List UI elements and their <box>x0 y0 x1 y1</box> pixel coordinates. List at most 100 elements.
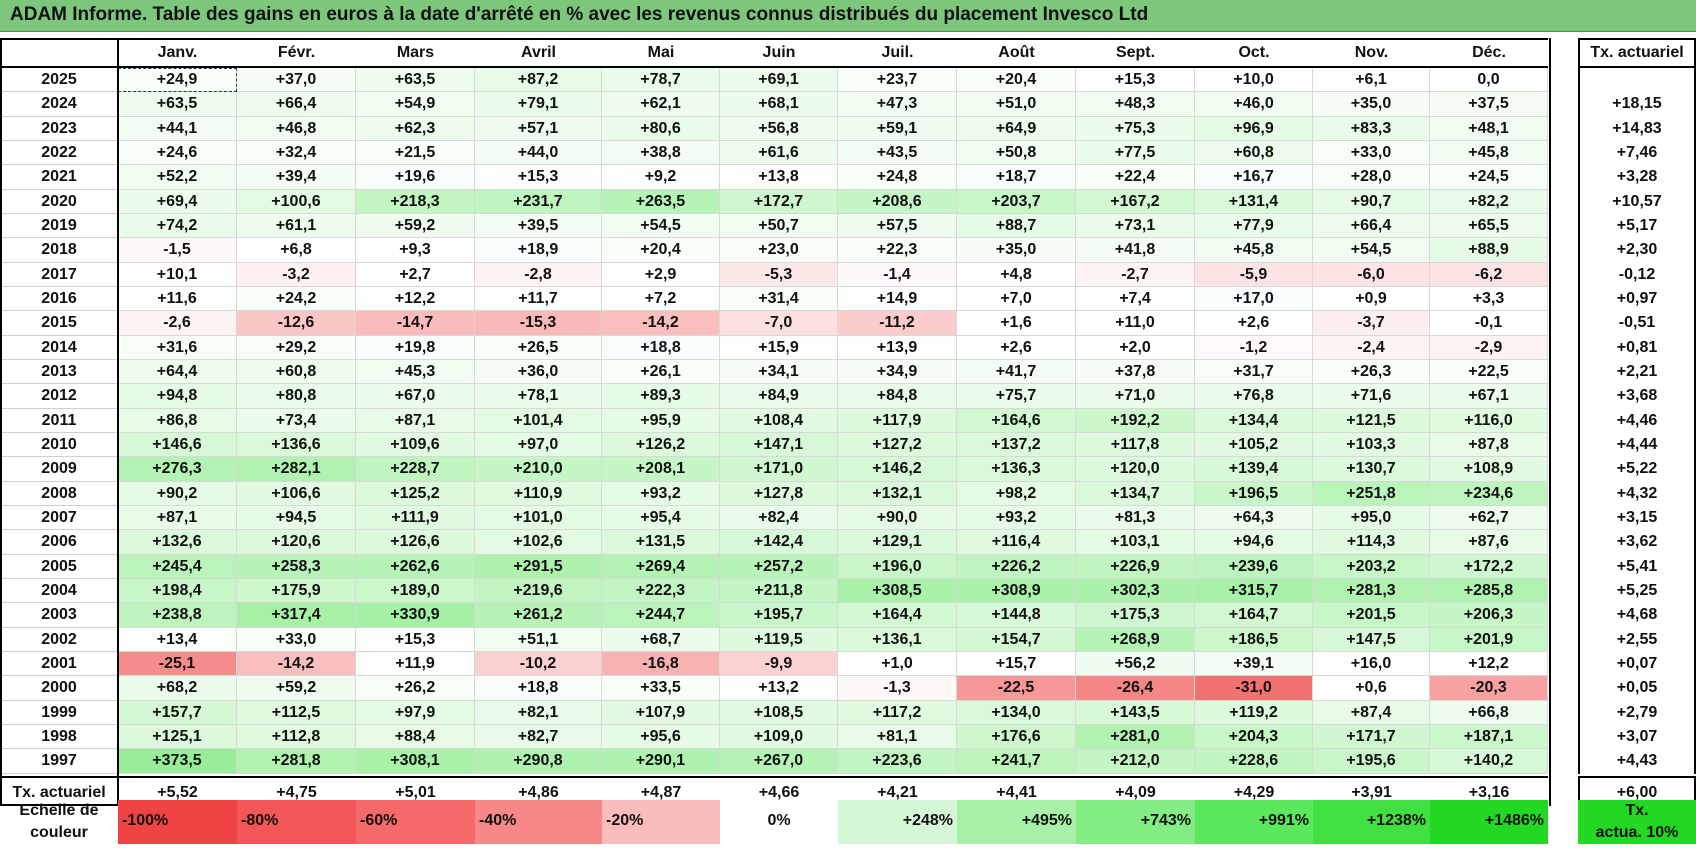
value-cell: +285,8 <box>1430 578 1548 604</box>
header-month-9: Oct. <box>1195 38 1313 68</box>
value-cell: +6,1 <box>1313 68 1430 93</box>
value-cell: -7,0 <box>720 311 838 336</box>
value-cell: +276,3 <box>118 457 237 482</box>
value-cell: +37,8 <box>1076 359 1195 385</box>
value-cell: +60,8 <box>1195 140 1313 166</box>
value-cell: +330,9 <box>356 603 475 628</box>
value-cell: +4,8 <box>957 262 1076 287</box>
row-year: 2004 <box>0 579 118 604</box>
value-cell: -22,5 <box>957 676 1076 701</box>
value-cell: -2,7 <box>1076 262 1195 287</box>
value-cell: +132,6 <box>118 530 237 555</box>
value-cell: +74,2 <box>118 213 237 239</box>
header-year-corner <box>0 38 118 68</box>
value-cell: -1,5 <box>118 238 237 263</box>
value-cell: +45,3 <box>356 359 475 385</box>
header-month-8: Sept. <box>1076 38 1195 68</box>
value-cell: +290,8 <box>475 749 602 774</box>
row-year: 2018 <box>0 238 118 263</box>
value-cell: +282,1 <box>237 457 356 482</box>
row-year: 2024 <box>0 92 118 117</box>
value-cell: +291,5 <box>475 554 602 579</box>
scale-swatch-6: +248% <box>838 800 957 844</box>
scale-swatch-4: -20% <box>602 800 720 844</box>
value-cell: +308,9 <box>957 578 1076 604</box>
value-cell: +95,9 <box>602 408 720 433</box>
header-month-6: Juil. <box>838 38 957 68</box>
value-cell: +71,6 <box>1313 384 1430 409</box>
value-cell: +176,6 <box>957 724 1076 750</box>
value-cell: +37,5 <box>1430 92 1548 117</box>
value-cell: +203,2 <box>1313 554 1430 579</box>
scale-swatch-11: +1486% <box>1430 800 1548 844</box>
value-cell: +206,3 <box>1430 603 1548 628</box>
value-cell: +87,2 <box>475 68 602 93</box>
value-cell: +68,2 <box>118 676 237 701</box>
value-cell: -3,7 <box>1313 311 1430 336</box>
row-year: 1997 <box>0 749 118 774</box>
value-cell: +24,5 <box>1430 165 1548 190</box>
value-cell: +228,7 <box>356 457 475 482</box>
value-cell: -2,8 <box>475 262 602 287</box>
value-cell: +57,1 <box>475 116 602 141</box>
value-cell: -20,3 <box>1430 676 1548 701</box>
value-cell: +73,1 <box>1076 213 1195 239</box>
value-cell: +211,8 <box>720 578 838 604</box>
value-cell: +109,6 <box>356 432 475 458</box>
value-cell: +112,8 <box>237 724 356 750</box>
value-cell: +68,7 <box>602 627 720 652</box>
value-cell: +226,2 <box>957 554 1076 579</box>
value-cell: +59,1 <box>838 116 957 141</box>
rate-cell: +3,28 <box>1578 165 1696 190</box>
rate-cell: +0,97 <box>1578 286 1696 312</box>
value-cell: +315,7 <box>1195 578 1313 604</box>
rate-cell: +4,43 <box>1578 749 1696 774</box>
value-cell: +208,6 <box>838 189 957 214</box>
value-cell: +117,9 <box>838 408 957 433</box>
value-cell: +23,0 <box>720 238 838 263</box>
value-cell: +317,4 <box>237 603 356 628</box>
value-cell: +125,2 <box>356 481 475 506</box>
value-cell: +1,6 <box>957 311 1076 336</box>
value-cell: +137,2 <box>957 432 1076 458</box>
value-cell: +2,6 <box>1195 311 1313 336</box>
value-cell: -26,4 <box>1076 676 1195 701</box>
rate-cell: +3,68 <box>1578 384 1696 409</box>
row-year: 2015 <box>0 311 118 336</box>
value-cell: +81,3 <box>1076 505 1195 531</box>
value-cell: +281,0 <box>1076 724 1195 750</box>
value-cell: +44,0 <box>475 140 602 166</box>
value-cell: +82,7 <box>475 724 602 750</box>
value-cell: +147,1 <box>720 432 838 458</box>
value-cell: +95,6 <box>602 724 720 750</box>
active-cell-marker <box>118 68 237 93</box>
value-cell: +51,1 <box>475 627 602 652</box>
value-cell: +108,4 <box>720 408 838 433</box>
value-cell: +195,6 <box>1313 749 1430 774</box>
value-cell: +2,0 <box>1076 335 1195 360</box>
value-cell: +136,6 <box>237 432 356 458</box>
value-cell: +263,5 <box>602 189 720 214</box>
value-cell: +116,0 <box>1430 408 1548 433</box>
value-cell: +50,8 <box>957 140 1076 166</box>
value-cell: +9,3 <box>356 238 475 263</box>
rate-cell: +5,22 <box>1578 457 1696 482</box>
value-cell: +119,2 <box>1195 700 1313 725</box>
rate-cell: +3,15 <box>1578 505 1696 531</box>
report-title-bar: ADAM Informe. Table des gains en euros à… <box>0 0 1696 32</box>
value-cell: +59,2 <box>356 213 475 239</box>
value-cell: +84,8 <box>838 384 957 409</box>
row-year: 2000 <box>0 676 118 701</box>
row-year: 2012 <box>0 384 118 409</box>
value-cell: +33,0 <box>1313 140 1430 166</box>
value-cell: +77,9 <box>1195 213 1313 239</box>
value-cell: +36,0 <box>475 359 602 385</box>
value-cell: +65,5 <box>1430 213 1548 239</box>
rate-cell: +2,79 <box>1578 700 1696 725</box>
value-cell: +187,1 <box>1430 724 1548 750</box>
row-year: 2023 <box>0 117 118 141</box>
value-cell: +31,7 <box>1195 359 1313 385</box>
value-cell: +140,2 <box>1430 749 1548 774</box>
value-cell: +68,1 <box>720 92 838 117</box>
value-cell: +67,1 <box>1430 384 1548 409</box>
